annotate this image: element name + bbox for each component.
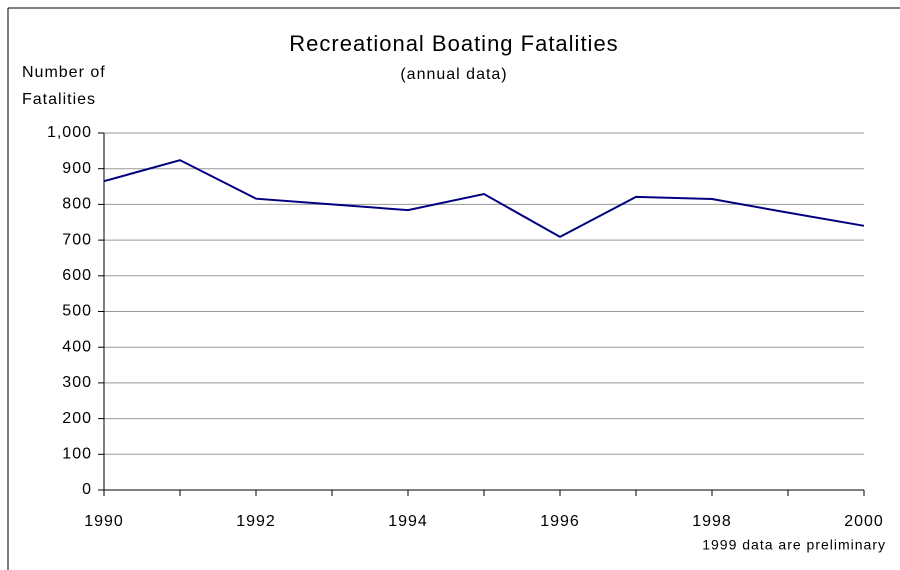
y-tick-label: 300 [62, 374, 92, 391]
x-tick-label: 1996 [540, 513, 580, 530]
y-tick-label: 800 [62, 196, 92, 213]
y-tick-label: 1,000 [47, 124, 92, 141]
x-tick-label: 1994 [388, 513, 428, 530]
y-tick-label: 700 [62, 231, 92, 248]
y-tick-label: 500 [62, 303, 92, 320]
y-tick-label: 900 [62, 160, 92, 177]
series-line [103, 159, 865, 239]
y-tick-label: 100 [62, 446, 92, 463]
x-tick-label: 2000 [844, 513, 884, 530]
y-tick-label: 0 [82, 481, 92, 498]
x-tick-label: 1990 [84, 513, 124, 530]
chart-subtitle: (annual data) [400, 66, 507, 83]
y-axis-label: Number of [22, 64, 106, 81]
y-tick-label: 400 [62, 338, 92, 355]
y-tick-label: 200 [62, 410, 92, 427]
x-tick-label: 1992 [236, 513, 276, 530]
y-tick-label: 600 [62, 267, 92, 284]
y-axis-label: Fatalities [22, 91, 96, 108]
x-tick-label: 1998 [692, 513, 732, 530]
chart-title: Recreational Boating Fatalities [289, 31, 618, 56]
annotation: 1999 data are preliminary [702, 537, 886, 553]
